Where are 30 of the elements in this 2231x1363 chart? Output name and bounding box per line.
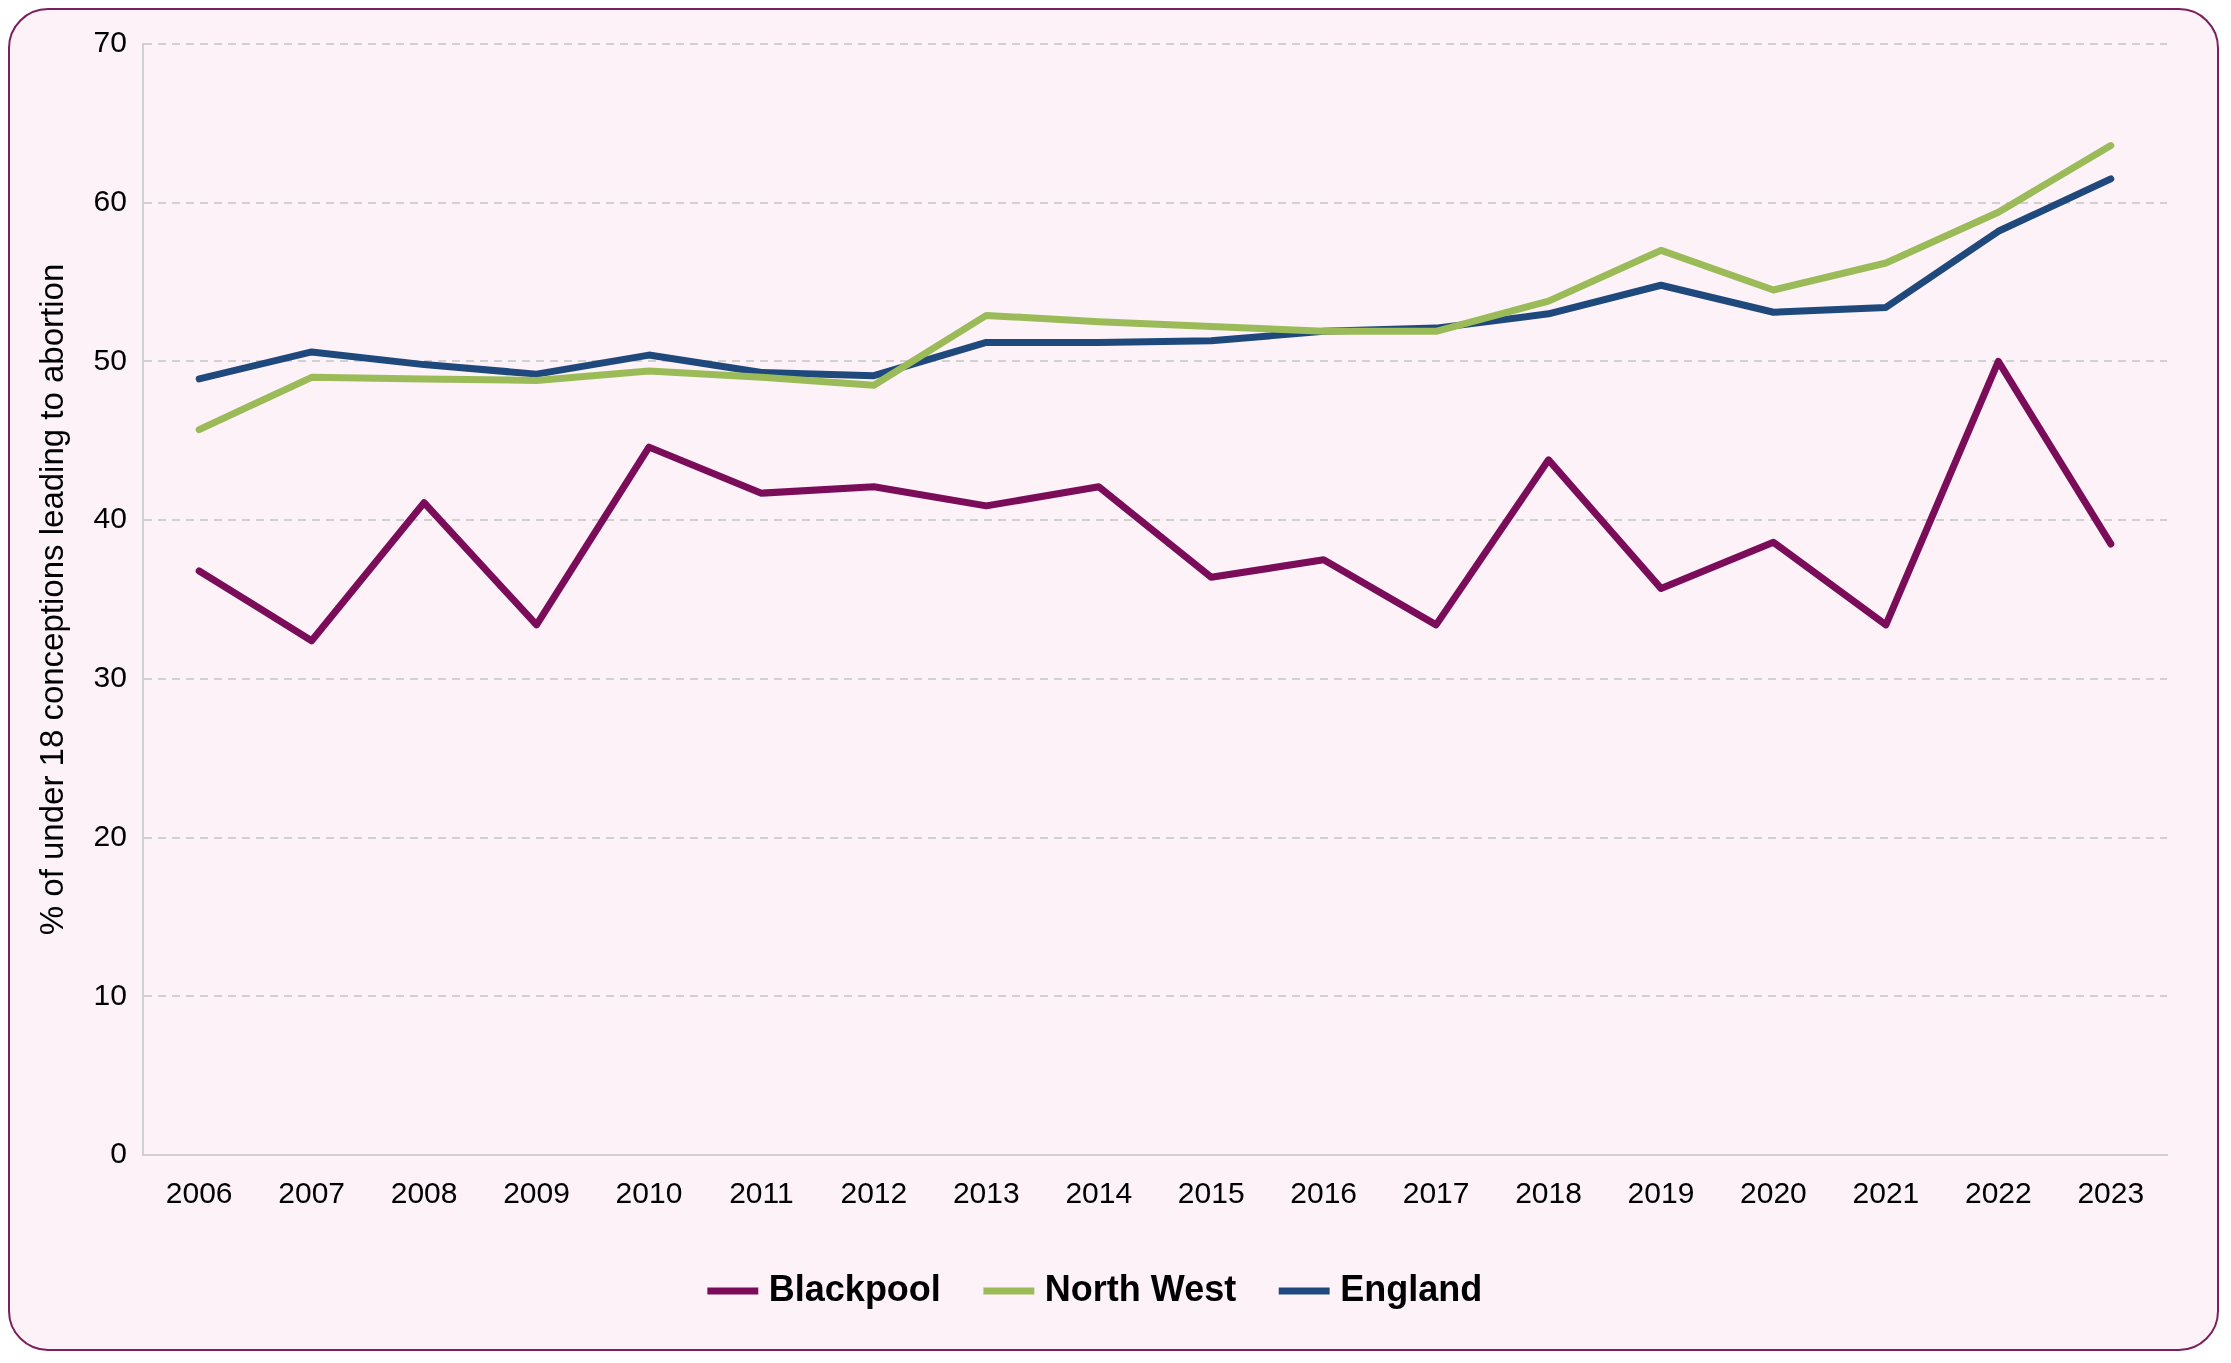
y-tick-label: 70 xyxy=(93,25,127,59)
x-tick-label: 2013 xyxy=(952,1176,1020,1210)
x-tick-label: 2020 xyxy=(1740,1176,1807,1210)
x-tick-label: 2010 xyxy=(615,1176,683,1210)
legend-label: North West xyxy=(1044,1267,1237,1309)
y-tick-label: 30 xyxy=(93,660,127,694)
y-tick-label: 40 xyxy=(93,501,127,535)
x-tick-label: 2018 xyxy=(1515,1176,1582,1210)
x-tick-label: 2017 xyxy=(1402,1176,1470,1210)
x-tick-label: 2009 xyxy=(503,1176,570,1210)
legend-label: Blackpool xyxy=(768,1267,941,1309)
y-axis-title: % of under 18 conceptions leading to abortion xyxy=(32,263,70,936)
x-tick-label: 2023 xyxy=(2077,1176,2145,1210)
x-tick-label: 2019 xyxy=(1627,1176,1695,1210)
x-tick-label: 2015 xyxy=(1177,1176,1245,1210)
y-tick-label: 0 xyxy=(110,1136,127,1170)
x-tick-label: 2012 xyxy=(840,1176,908,1210)
legend-label: England xyxy=(1340,1267,1483,1309)
x-tick-label: 2014 xyxy=(1065,1176,1133,1210)
y-tick-label: 20 xyxy=(93,818,127,852)
x-tick-label: 2008 xyxy=(390,1176,458,1210)
y-tick-label: 60 xyxy=(93,183,127,217)
y-tick-label: 50 xyxy=(93,342,127,376)
x-tick-label: 2007 xyxy=(278,1176,346,1210)
x-tick-label: 2021 xyxy=(1852,1176,1920,1210)
x-tick-label: 2016 xyxy=(1290,1176,1358,1210)
x-tick-label: 2006 xyxy=(165,1176,233,1210)
x-tick-label: 2011 xyxy=(729,1176,794,1210)
x-tick-label: 2022 xyxy=(1964,1176,2032,1210)
y-tick-label: 10 xyxy=(93,977,127,1011)
